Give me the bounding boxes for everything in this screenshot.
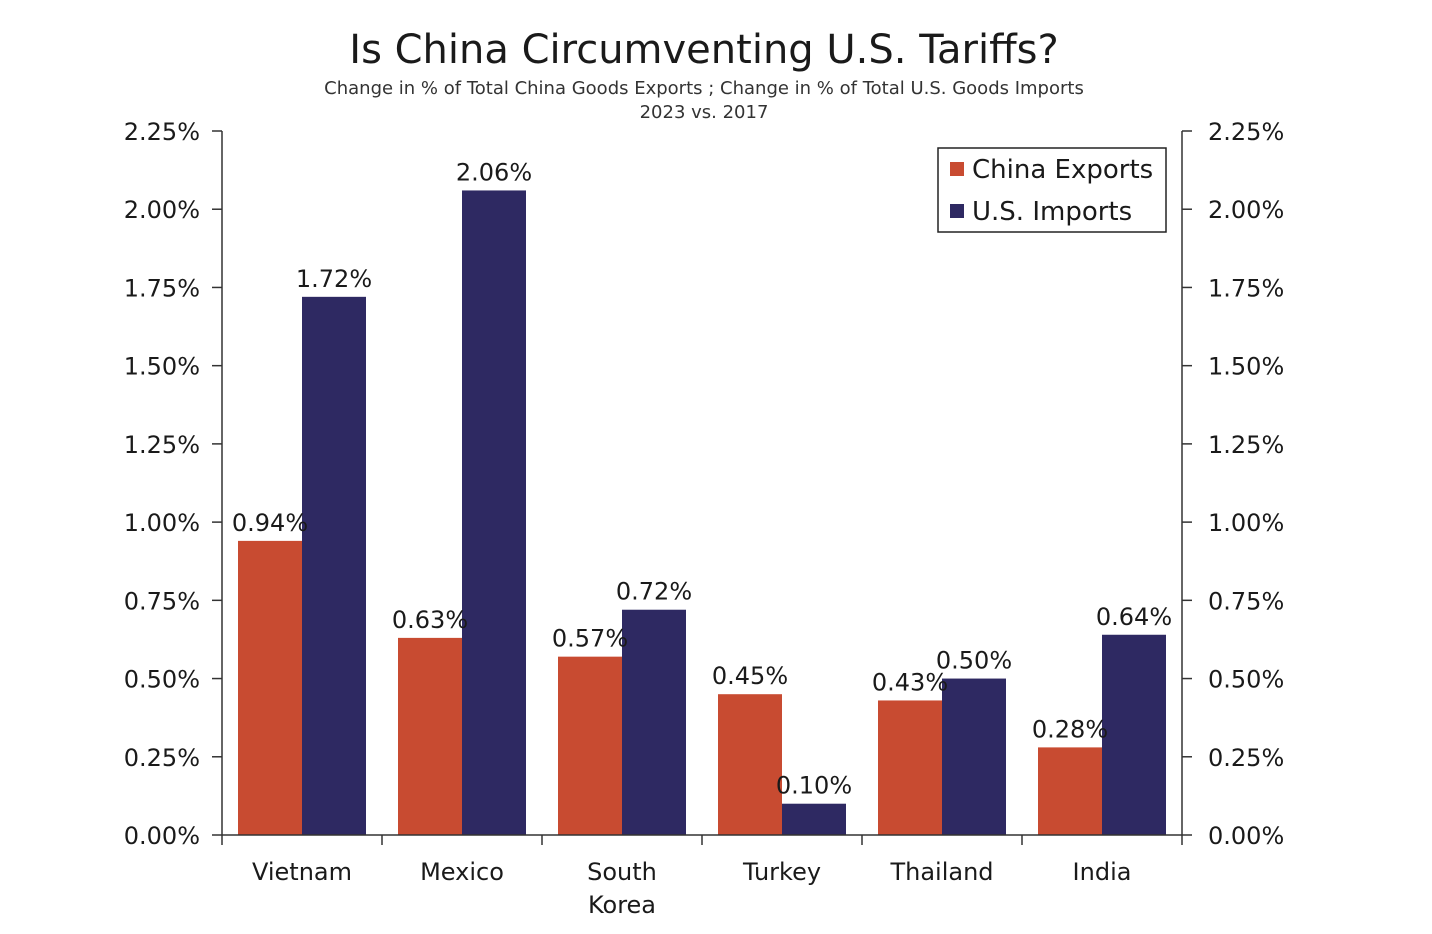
labels-layer: 0.94% 1.72% Vietnam 0.63% 2.06% Mexico 0.57% 0.…	[124, 118, 1285, 919]
data-label: 0.45%	[712, 662, 788, 690]
x-tick-label: India	[1073, 858, 1132, 886]
y-tick-label-right: 2.25%	[1208, 118, 1284, 146]
y-tick-label-right: 0.25%	[1208, 744, 1284, 772]
bar-china-exports	[1038, 747, 1102, 835]
x-tick-label: Vietnam	[252, 858, 352, 886]
x-tick-label: Mexico	[420, 858, 504, 886]
legend-box	[937, 147, 1167, 233]
x-tick-label: Korea	[588, 891, 656, 919]
data-label: 0.63%	[392, 606, 468, 634]
bar-china-exports	[238, 540, 302, 835]
data-label: 0.10%	[776, 772, 852, 800]
data-label: 0.94%	[232, 509, 308, 537]
legend-label: China Exports	[972, 155, 1153, 185]
y-tick-label-left: 1.50%	[124, 353, 200, 381]
bars-layer	[238, 190, 1166, 836]
y-tick-label-left: 1.25%	[124, 431, 200, 459]
x-tick-label: Turkey	[742, 858, 821, 886]
y-tick-label-left: 0.25%	[124, 744, 200, 772]
data-label: 1.72%	[296, 265, 372, 293]
bar-us-imports	[942, 678, 1006, 835]
y-tick-label-right: 0.75%	[1208, 587, 1284, 615]
chart-title: Is China Circumventing U.S. Tariffs?	[349, 27, 1059, 73]
bar-us-imports	[302, 296, 366, 835]
legend-swatch	[950, 204, 964, 218]
chart-subtitle-period: 2023 vs. 2017	[639, 102, 769, 123]
x-tick-label: South	[587, 858, 657, 886]
bar-china-exports	[558, 656, 622, 835]
bar-china-exports	[878, 700, 942, 835]
y-tick-label-right: 1.75%	[1208, 274, 1284, 302]
data-label: 0.57%	[552, 625, 628, 653]
y-tick-label-left: 2.25%	[124, 118, 200, 146]
bar-us-imports	[462, 190, 526, 836]
x-tick-label: Thailand	[889, 858, 993, 886]
axes-layer	[212, 130, 1192, 845]
bar-china-exports	[718, 694, 782, 835]
data-label: 0.72%	[616, 578, 692, 606]
legend: China Exports U.S. Imports	[937, 147, 1167, 233]
legend-swatch	[950, 162, 964, 176]
bar-us-imports	[782, 803, 846, 835]
data-label: 0.28%	[1032, 715, 1108, 743]
bar-us-imports	[622, 609, 686, 835]
chart-subtitle: Change in % of Total China Goods Exports…	[324, 78, 1084, 99]
y-tick-label-left: 2.00%	[124, 196, 200, 224]
y-tick-label-left: 0.75%	[124, 587, 200, 615]
y-tick-label-left: 0.50%	[124, 666, 200, 694]
data-label: 0.43%	[872, 668, 948, 696]
y-tick-label-right: 1.00%	[1208, 509, 1284, 537]
y-tick-label-right: 1.25%	[1208, 431, 1284, 459]
data-label: 0.50%	[936, 647, 1012, 675]
bar-china-exports	[398, 637, 462, 835]
y-tick-label-left: 1.00%	[124, 509, 200, 537]
y-tick-label-right: 2.00%	[1208, 196, 1284, 224]
y-tick-label-right: 0.00%	[1208, 822, 1284, 850]
y-tick-label-left: 0.00%	[124, 822, 200, 850]
bar-us-imports	[1102, 634, 1166, 835]
y-tick-label-left: 1.75%	[124, 274, 200, 302]
legend-label: U.S. Imports	[972, 197, 1132, 227]
y-tick-label-right: 1.50%	[1208, 353, 1284, 381]
y-tick-label-right: 0.50%	[1208, 666, 1284, 694]
data-label: 0.64%	[1096, 603, 1172, 631]
data-label: 2.06%	[456, 158, 532, 186]
